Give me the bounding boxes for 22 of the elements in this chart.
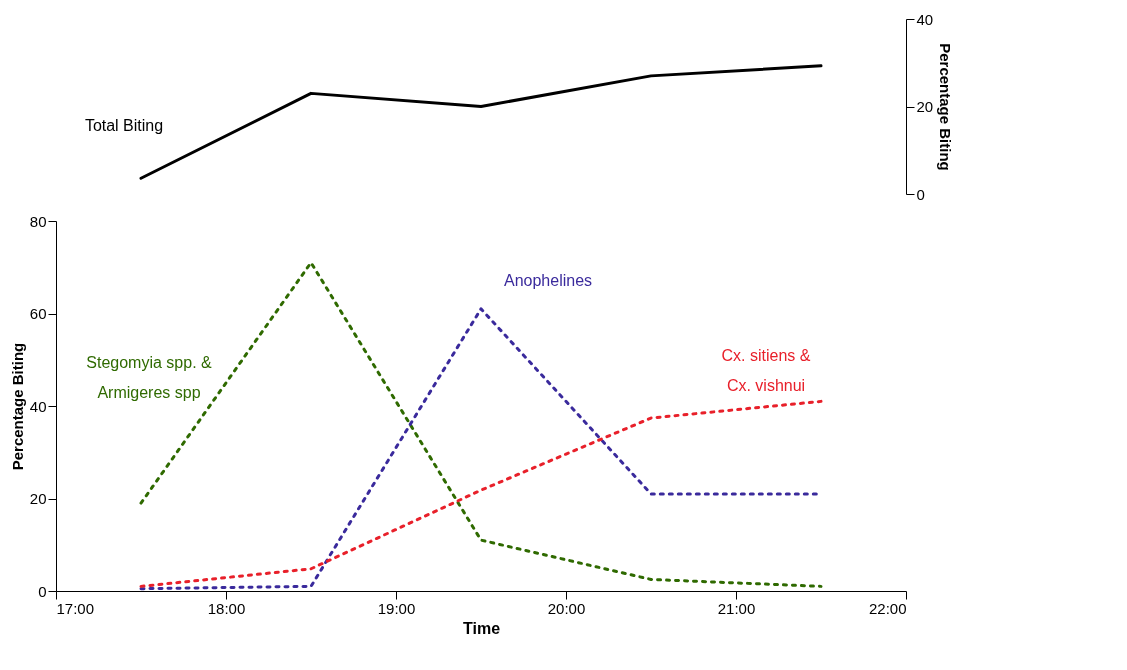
y-tick-label: 40 [916,10,934,28]
series-label: Total Biting [84,117,164,135]
x-tick-label: 19:00 [377,599,416,617]
x-axis-title: Time [462,619,501,637]
y-tick-label: 20 [29,490,47,507]
series-label: Anophelines [503,271,593,289]
y-tick-label: 80 [29,212,47,230]
x-tick-label: 20:00 [547,599,586,617]
x-tick-label: 22:00 [868,599,907,617]
x-tick-label: 17:00 [56,599,95,617]
y-tick-label: 0 [916,185,925,203]
y-tick-label: 60 [29,305,47,322]
y-tick-label: 20 [916,98,934,115]
y-tick-label: 40 [29,397,47,415]
series-label: Cx. sitiens & Cx. vishnui [721,347,811,395]
series-label: Stegomyia spp. & Armigeres spp [86,354,213,402]
y-axis-title: Percentage Biting [8,342,26,471]
x-tick-label: 21:00 [717,599,756,617]
line-series [139,399,823,588]
y-axis-title: Percentage Biting [937,43,955,171]
y-tick-label: 0 [38,582,47,600]
x-tick-label: 18:00 [207,599,246,617]
